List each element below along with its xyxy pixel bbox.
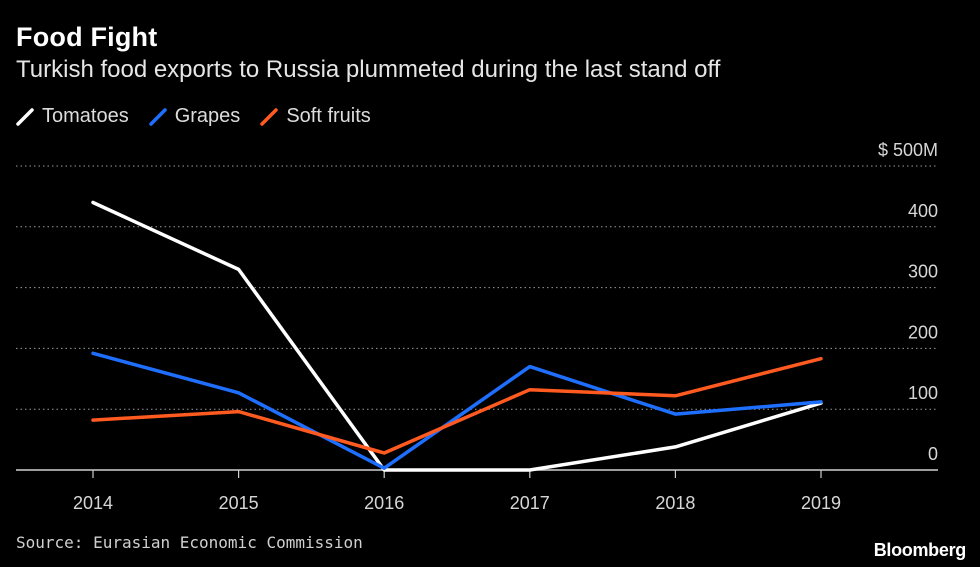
x-tick-label: 2014 — [73, 493, 113, 513]
legend-item-grapes: Grapes — [148, 105, 241, 128]
source-note: Source: Eurasian Economic Commission — [16, 533, 363, 552]
legend: Tomatoes Grapes Soft fruits — [16, 105, 371, 128]
series-line-tomatoes — [91, 200, 823, 472]
y-tick-label: $ 500M — [878, 140, 938, 160]
legend-label-soft-fruits: Soft fruits — [286, 105, 371, 127]
grid-lines — [16, 165, 938, 410]
y-tick-label: 400 — [908, 201, 938, 221]
y-tick-label: 300 — [908, 262, 938, 282]
legend-swatch-grapes — [148, 107, 167, 126]
y-tick-label: 200 — [908, 322, 938, 342]
x-tick-label: 2016 — [364, 493, 404, 513]
legend-swatch-tomatoes — [16, 107, 34, 126]
bloomberg-logo: Bloomberg — [873, 540, 967, 560]
series-line-grapes — [91, 351, 823, 470]
legend-item-soft-fruits: Soft fruits — [260, 105, 371, 128]
y-tick-label: 100 — [908, 383, 938, 403]
chart-title: Food Fight — [16, 22, 158, 52]
legend-label-grapes: Grapes — [174, 105, 241, 127]
x-tick-label: 2015 — [219, 493, 259, 513]
tick-labels: 0 100 200 300 400 $ 500M 2014 2015 2016 2017 2018 2… — [73, 140, 938, 513]
series-line-soft-fruits — [91, 356, 823, 455]
legend-swatch-soft-fruits — [260, 107, 279, 126]
series-lines — [91, 200, 823, 472]
x-tick-label: 2017 — [510, 493, 550, 513]
x-tick-label: 2019 — [801, 493, 841, 513]
legend-item-tomatoes: Tomatoes — [16, 105, 129, 128]
chart-subtitle: Turkish food exports to Russia plummeted… — [16, 56, 721, 83]
x-tick-label: 2018 — [655, 493, 695, 513]
y-tick-label: 0 — [928, 444, 938, 464]
legend-label-tomatoes: Tomatoes — [42, 105, 129, 127]
